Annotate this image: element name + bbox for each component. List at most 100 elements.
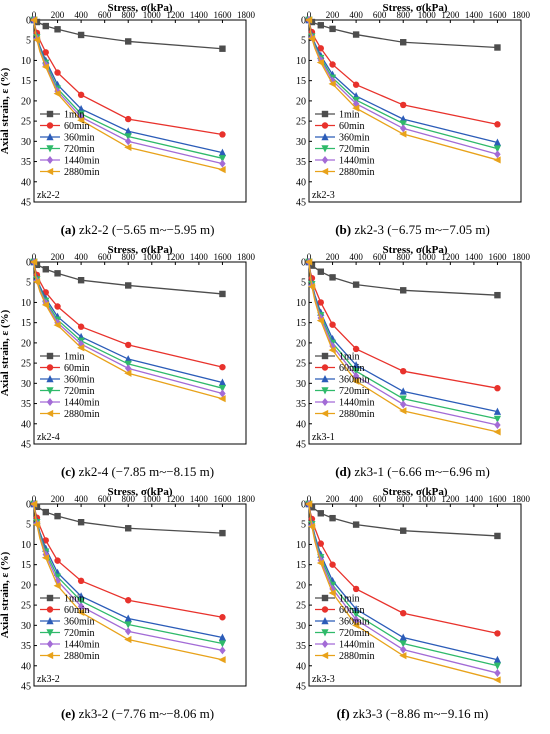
data-point [399, 130, 407, 138]
legend-label: 720min [339, 386, 370, 397]
data-point [42, 266, 49, 273]
data-point [307, 35, 316, 43]
data-point [32, 521, 41, 529]
sample-label: zk2-4 [37, 432, 60, 443]
x-tick-label: 0 [307, 494, 312, 504]
data-point [53, 90, 61, 98]
data-point [308, 262, 316, 269]
y-tick-label: 45 [21, 198, 31, 209]
legend-marker [321, 387, 329, 395]
x-tick-label: 800 [121, 10, 135, 20]
data-point [493, 156, 501, 164]
legend-marker [46, 133, 54, 141]
y-tick-label: 45 [21, 682, 31, 693]
legend-marker [46, 387, 54, 395]
x-axis-label: Stress, σ(kPa) [107, 486, 172, 498]
data-point [494, 669, 501, 678]
legend-marker [321, 375, 329, 383]
legend-marker [321, 156, 329, 164]
data-point [493, 428, 501, 436]
data-point [352, 31, 360, 38]
sample-label: zk3-2 [37, 674, 60, 685]
data-point [352, 377, 360, 385]
series-2880min [30, 16, 226, 174]
data-point [124, 127, 132, 135]
y-tick-label: 5 [26, 520, 31, 531]
y-tick-label: 15 [21, 76, 31, 87]
data-point [218, 633, 227, 641]
data-point [219, 45, 226, 52]
caption-letter: (c) [60, 464, 76, 479]
data-point [494, 630, 501, 637]
legend-label: 1440min [339, 156, 375, 167]
legend-marker [321, 352, 329, 360]
data-point [317, 510, 324, 517]
data-point [53, 321, 61, 329]
legend-label: 1440min [64, 156, 100, 167]
data-point [400, 124, 407, 133]
legend-label: 2880min [64, 409, 100, 420]
data-point [399, 387, 407, 395]
data-point [352, 368, 360, 376]
panel-caption: (c) zk2-4 (−7.85 m~−8.15 m) [0, 464, 275, 480]
x-tick-label: 1600 [213, 252, 232, 262]
data-point [329, 514, 336, 522]
x-axis-label: Stress, σ(kPa) [382, 2, 447, 14]
legend-label: 60min [339, 363, 365, 374]
data-point [493, 145, 502, 153]
legend-marker [321, 122, 329, 129]
series-line-1min [33, 261, 223, 295]
legend-label: 720min [64, 628, 95, 639]
legend-marker [321, 398, 329, 406]
legend-label: 1440min [64, 640, 100, 651]
y-tick-label: 0 [26, 16, 31, 27]
data-point [352, 605, 360, 613]
legend-label: 1440min [339, 640, 375, 651]
y-tick-label: 10 [296, 540, 306, 551]
y-tick-label: 30 [296, 621, 306, 632]
plot-frame [308, 261, 522, 445]
series-360min [305, 500, 502, 663]
series-2880min [305, 16, 501, 164]
x-tick-label: 1200 [441, 252, 460, 262]
x-tick-label: 1400 [465, 252, 484, 262]
caption-text: zk2-2 (−5.65 m~−5.95 m) [75, 222, 215, 237]
y-tick-label: 35 [21, 157, 31, 168]
data-point [399, 633, 407, 641]
data-point [317, 45, 324, 52]
data-point [400, 287, 407, 294]
data-point [54, 557, 61, 564]
x-axis-label: Stress, σ(kPa) [382, 486, 447, 498]
data-point [399, 120, 407, 128]
y-tick-label: 15 [21, 560, 31, 571]
y-tick-label: 20 [21, 96, 31, 107]
data-point [352, 372, 360, 381]
legend-label: 2880min [339, 409, 375, 420]
y-tick-label: 35 [21, 399, 31, 410]
y-tick-label: 35 [296, 399, 306, 410]
legend-marker [321, 617, 329, 625]
x-tick-label: 600 [98, 494, 112, 504]
legend-label: 360min [64, 617, 95, 628]
y-tick-label: 45 [296, 682, 306, 693]
data-point [329, 25, 336, 33]
y-tick-label: 15 [296, 560, 306, 571]
chart-panel-zk2-4: Stress, σ(kPa)Axial strain, ε (%)0 200 400… [0, 244, 256, 451]
series-line-60min [33, 261, 223, 368]
y-tick-label: 5 [301, 278, 306, 289]
data-point [317, 268, 324, 275]
data-point [329, 61, 336, 68]
y-tick-label: 25 [21, 601, 31, 612]
data-point [493, 415, 502, 423]
legend-marker [46, 352, 54, 360]
y-tick-label: 30 [21, 379, 31, 390]
caption-text: zk2-3 (−6.75 m~−7.05 m) [351, 222, 490, 237]
data-point [400, 610, 407, 617]
y-tick-label: 5 [301, 36, 306, 47]
legend-label: 1min [64, 594, 85, 605]
data-point [352, 345, 360, 353]
data-point [42, 508, 49, 516]
